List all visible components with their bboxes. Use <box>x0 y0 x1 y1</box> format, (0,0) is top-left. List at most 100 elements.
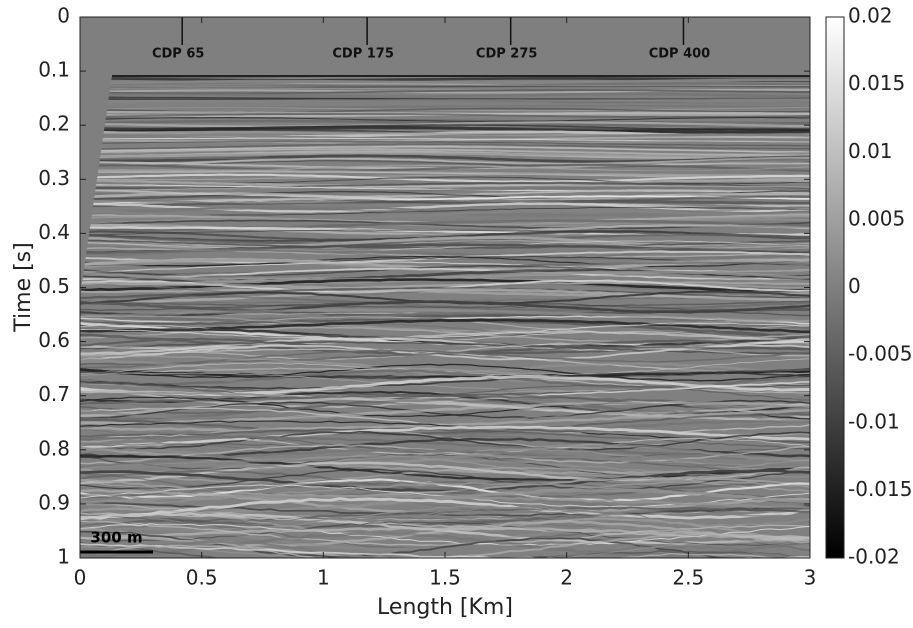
y-tick-label: 0.6 <box>38 328 70 352</box>
colorbar-tick-label: -0.01 <box>848 409 900 433</box>
reflector <box>80 288 810 304</box>
cdp-label: CDP 275 <box>476 47 538 62</box>
reflector <box>80 277 810 289</box>
reflector <box>80 340 810 355</box>
reflector <box>80 435 810 457</box>
seismic-texture <box>80 75 810 558</box>
y-tick-label: 1 <box>57 545 70 569</box>
reflector <box>80 101 810 106</box>
y-tick-label: 0.8 <box>38 436 70 460</box>
reflector <box>80 199 810 208</box>
reflector <box>80 401 810 425</box>
reflector <box>80 523 810 546</box>
x-tick-label: 2.5 <box>672 566 704 590</box>
reflector <box>80 494 810 510</box>
reflector <box>80 121 810 128</box>
reflector <box>80 510 810 536</box>
reflector <box>80 300 810 309</box>
reflector <box>80 468 810 491</box>
colorbar-tick-label: 0.015 <box>848 71 905 95</box>
reflector <box>80 96 810 100</box>
reflector <box>80 139 810 146</box>
reflector <box>80 258 810 273</box>
scale-bar-label: 300 m <box>90 529 142 547</box>
reflector <box>80 278 810 293</box>
y-tick-label: 0.1 <box>38 58 70 82</box>
reflector <box>80 143 810 150</box>
reflector <box>80 310 810 330</box>
reflector <box>80 240 810 252</box>
reflector <box>80 398 810 421</box>
reflector <box>80 99 810 105</box>
reflector <box>80 156 810 166</box>
reflector <box>80 540 810 558</box>
reflector <box>80 219 810 232</box>
reflector <box>80 497 810 523</box>
reflector <box>80 455 810 472</box>
reflector <box>80 393 810 415</box>
reflector <box>80 322 810 340</box>
reflector <box>80 140 810 147</box>
reflector <box>80 195 810 205</box>
reflector <box>80 315 810 332</box>
reflector <box>80 466 810 493</box>
reflector <box>80 318 810 334</box>
reflector <box>80 78 810 85</box>
reflector <box>80 308 810 323</box>
reflector <box>80 236 810 249</box>
reflector <box>80 148 810 157</box>
cdp-label: CDP 175 <box>332 47 394 62</box>
y-tick-label: 0.5 <box>38 274 70 298</box>
cdp-label: CDP 400 <box>649 47 711 62</box>
reflector <box>80 184 810 192</box>
reflector <box>80 116 810 122</box>
reflector <box>80 346 810 366</box>
y-tick-label: 0.3 <box>38 166 70 190</box>
cdp-label: CDP 65 <box>152 47 204 62</box>
reflector <box>80 430 810 451</box>
x-tick-label: 1 <box>317 566 330 590</box>
reflector <box>80 173 810 183</box>
reflector <box>80 300 810 317</box>
reflector <box>80 105 810 111</box>
colorbar-tick-label: -0.005 <box>848 342 912 366</box>
y-tick-label: 0.4 <box>38 220 70 244</box>
y-tick-label: 0 <box>57 4 70 28</box>
colorbar-tick-label: 0.02 <box>848 4 893 28</box>
x-tick-label: 1.5 <box>429 566 461 590</box>
reflector <box>80 217 810 229</box>
y-tick-label: 0.9 <box>38 490 70 514</box>
x-axis-label: Length [Km] <box>377 595 513 620</box>
x-tick-label: 3 <box>804 566 817 590</box>
reflector <box>80 521 810 546</box>
reflector <box>80 404 810 427</box>
reflector <box>80 224 810 236</box>
reflector <box>80 173 810 181</box>
reflector <box>80 163 810 172</box>
reflector <box>80 215 810 226</box>
reflector <box>80 540 810 558</box>
reflector <box>80 255 810 268</box>
x-tick-label: 0.5 <box>186 566 218 590</box>
reflector <box>80 152 810 159</box>
reflector <box>80 443 810 468</box>
reflector <box>80 106 810 112</box>
y-tick-label: 0.7 <box>38 382 70 406</box>
reflector <box>80 261 810 273</box>
reflector <box>80 179 810 189</box>
reflector <box>80 112 810 119</box>
reflector <box>80 261 810 276</box>
reflector <box>80 219 810 230</box>
reflector <box>80 145 810 153</box>
reflector <box>80 526 810 541</box>
x-tick-label: 0 <box>74 566 87 590</box>
plot-frame <box>79 16 811 559</box>
reflector <box>80 425 810 448</box>
colorbar <box>825 16 845 559</box>
reflector <box>80 334 810 350</box>
reflector <box>80 363 810 382</box>
reflector <box>80 382 810 394</box>
reflector <box>80 497 810 521</box>
colorbar-tick-label: 0 <box>848 274 861 298</box>
reflector <box>80 507 810 529</box>
